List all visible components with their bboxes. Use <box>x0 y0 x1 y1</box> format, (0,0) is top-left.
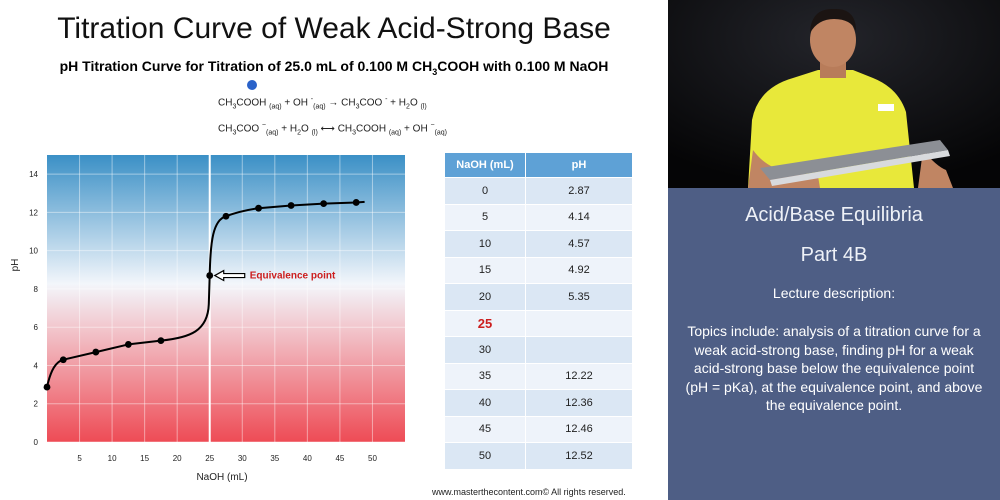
y-tick-label: 12 <box>29 208 38 217</box>
table-row: 15 4.92 <box>444 256 633 284</box>
x-axis-label: NaOH (mL) <box>196 472 247 483</box>
x-tick-label: 10 <box>108 454 117 463</box>
col-header-naoh: NaOH (mL) <box>444 152 526 178</box>
table-row: 35 12.22 <box>444 362 633 390</box>
data-table: NaOH (mL) pH 0 2.87 5 4.14 10 4.57 15 4.92 20 5.3… <box>444 152 633 470</box>
naoh-cell: 25 <box>444 309 526 337</box>
table-row: 45 12.46 <box>444 415 633 443</box>
ph-cell <box>525 336 633 364</box>
ph-cell: 4.92 <box>525 256 633 284</box>
equivalence-point-label: Equivalence point <box>250 271 336 282</box>
naoh-cell: 45 <box>444 415 526 443</box>
x-tick-label: 15 <box>140 454 149 463</box>
ph-cell: 2.87 <box>525 177 633 205</box>
lecture-part: Part 4B <box>800 244 868 266</box>
table-row: 25 <box>444 309 633 337</box>
data-point <box>222 212 230 220</box>
ph-cell: 4.57 <box>525 230 633 258</box>
x-tick-label: 5 <box>77 454 82 463</box>
x-tick-label: 50 <box>368 454 377 463</box>
y-tick-label: 8 <box>34 285 39 294</box>
data-point <box>206 272 214 279</box>
slide-title: Titration Curve of Weak Acid-Strong Base <box>57 12 611 45</box>
table-row: 20 5.35 <box>444 283 633 311</box>
ph-cell: 5.35 <box>525 283 633 311</box>
y-tick-label: 2 <box>34 400 39 409</box>
presenter-image <box>668 0 1000 188</box>
naoh-cell: 50 <box>444 442 526 470</box>
arrow-icon <box>213 269 246 282</box>
x-tick-label: 25 <box>205 454 214 463</box>
lecture-description: Topics include: analysis of a titration … <box>685 323 983 413</box>
presenter-video <box>668 0 1000 188</box>
table-row: 10 4.57 <box>444 230 633 258</box>
col-header-ph: pH <box>525 152 633 178</box>
equivalence-annotation: Equivalence point <box>213 269 336 282</box>
naoh-cell: 30 <box>444 336 526 364</box>
y-tick-label: 6 <box>34 323 39 332</box>
naoh-cell: 15 <box>444 256 526 284</box>
data-points <box>43 199 360 391</box>
ph-cell: 4.14 <box>525 203 633 231</box>
ph-cell: 12.46 <box>525 415 633 443</box>
data-point <box>320 200 328 207</box>
lecture-title: Acid/Base Equilibria <box>745 204 923 226</box>
data-point <box>157 337 165 344</box>
reaction-equation-1: CH3COOH (aq) + OH -(aq) → CH3COO - + H2O… <box>218 96 427 111</box>
data-point <box>43 383 51 391</box>
data-point <box>255 204 262 212</box>
naoh-cell: 20 <box>444 283 526 311</box>
data-point <box>352 199 360 206</box>
x-tick-label: 30 <box>238 454 247 463</box>
table-row: 50 12.52 <box>444 442 633 470</box>
table-row: 5 4.14 <box>444 203 633 231</box>
lecture-info-panel: Acid/Base Equilibria Part 4B Lecture des… <box>668 188 1000 500</box>
y-tick-label: 14 <box>29 170 38 179</box>
table-row: 40 12.36 <box>444 389 633 417</box>
x-tick-label: 20 <box>173 454 182 463</box>
y-tick-labels: 0 2 4 6 8 10 12 14 <box>29 170 38 447</box>
data-point <box>287 202 295 209</box>
x-tick-label: 35 <box>270 454 279 463</box>
slide: Titration Curve of Weak Acid-Strong Base… <box>0 0 668 500</box>
naoh-cell: 5 <box>444 203 526 231</box>
table-row: 30 <box>444 336 633 364</box>
reaction-equation-2: CH3COO −(aq) + H2O (l) ⟷ CH3COOH (aq) + … <box>218 122 448 137</box>
naoh-cell: 40 <box>444 389 526 417</box>
y-tick-label: 4 <box>34 361 39 370</box>
description-label: Lecture description: <box>772 285 896 301</box>
presenter-head <box>810 13 856 67</box>
ph-cell: 12.22 <box>525 362 633 390</box>
y-axis-label: pH <box>10 259 21 272</box>
data-point <box>59 356 67 364</box>
ph-cell: 12.52 <box>525 442 633 470</box>
slide-subtitle: pH Titration Curve for Titration of 25.0… <box>59 58 609 77</box>
cursor-dot <box>247 80 257 90</box>
copyright-text: www.masterthecontent.com© All rights res… <box>432 487 626 497</box>
titration-chart: 0 2 4 6 8 10 12 14 5 10 15 20 25 30 35 40 45 50 pH NaOH … <box>10 155 405 483</box>
data-point <box>92 348 100 356</box>
naoh-cell: 10 <box>444 230 526 258</box>
data-point <box>124 341 132 348</box>
y-tick-label: 0 <box>34 438 39 447</box>
x-tick-labels: 5 10 15 20 25 30 35 40 45 50 <box>77 454 377 463</box>
naoh-cell: 35 <box>444 362 526 390</box>
book <box>760 140 948 180</box>
x-tick-label: 40 <box>303 454 312 463</box>
naoh-cell: 0 <box>444 177 526 205</box>
ph-cell <box>525 309 633 337</box>
chart-background <box>47 155 405 442</box>
ph-cell: 12.36 <box>525 389 633 417</box>
x-tick-label: 45 <box>335 454 344 463</box>
y-tick-label: 10 <box>29 247 38 256</box>
table-row: 0 2.87 <box>444 177 633 205</box>
